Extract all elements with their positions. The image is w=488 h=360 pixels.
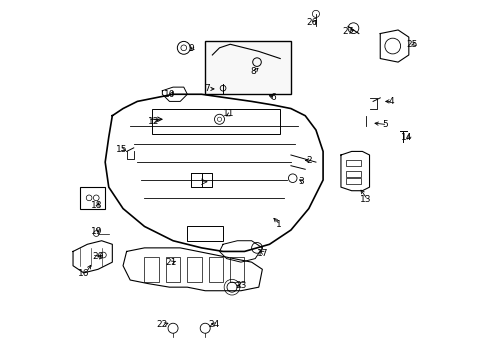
Text: 5: 5 (382, 120, 387, 129)
Text: 2: 2 (305, 156, 311, 165)
Text: 4: 4 (387, 97, 393, 106)
Text: 19: 19 (90, 227, 102, 236)
Text: 8: 8 (250, 67, 256, 76)
Bar (346, 171, 360, 177)
Bar (346, 160, 360, 166)
Text: 6: 6 (270, 93, 275, 102)
Text: 13: 13 (360, 195, 371, 204)
Bar (144, 257, 159, 282)
Text: 3: 3 (298, 177, 304, 186)
Bar (187, 257, 201, 282)
Text: 23: 23 (235, 281, 246, 290)
Text: 7: 7 (203, 84, 209, 93)
Bar (208, 257, 223, 282)
Text: 1: 1 (275, 220, 281, 229)
Text: 17: 17 (256, 249, 267, 258)
Text: 21: 21 (165, 258, 177, 267)
Text: 16: 16 (78, 269, 89, 278)
Text: 18: 18 (90, 201, 102, 210)
Text: 22: 22 (156, 320, 167, 329)
Text: 10: 10 (163, 90, 175, 99)
Text: 26: 26 (306, 18, 317, 27)
Text: 9: 9 (188, 44, 193, 53)
Text: 15: 15 (115, 145, 127, 154)
Bar (80, 187, 105, 208)
Bar (165, 257, 180, 282)
Text: 20: 20 (92, 252, 103, 261)
Text: 11: 11 (222, 109, 234, 118)
FancyBboxPatch shape (205, 41, 290, 94)
Bar (230, 257, 244, 282)
Text: 12: 12 (147, 117, 159, 126)
Text: 27: 27 (342, 27, 353, 36)
Text: 14: 14 (401, 132, 412, 141)
Bar (346, 178, 360, 184)
Text: 24: 24 (208, 320, 219, 329)
Text: 25: 25 (406, 40, 417, 49)
